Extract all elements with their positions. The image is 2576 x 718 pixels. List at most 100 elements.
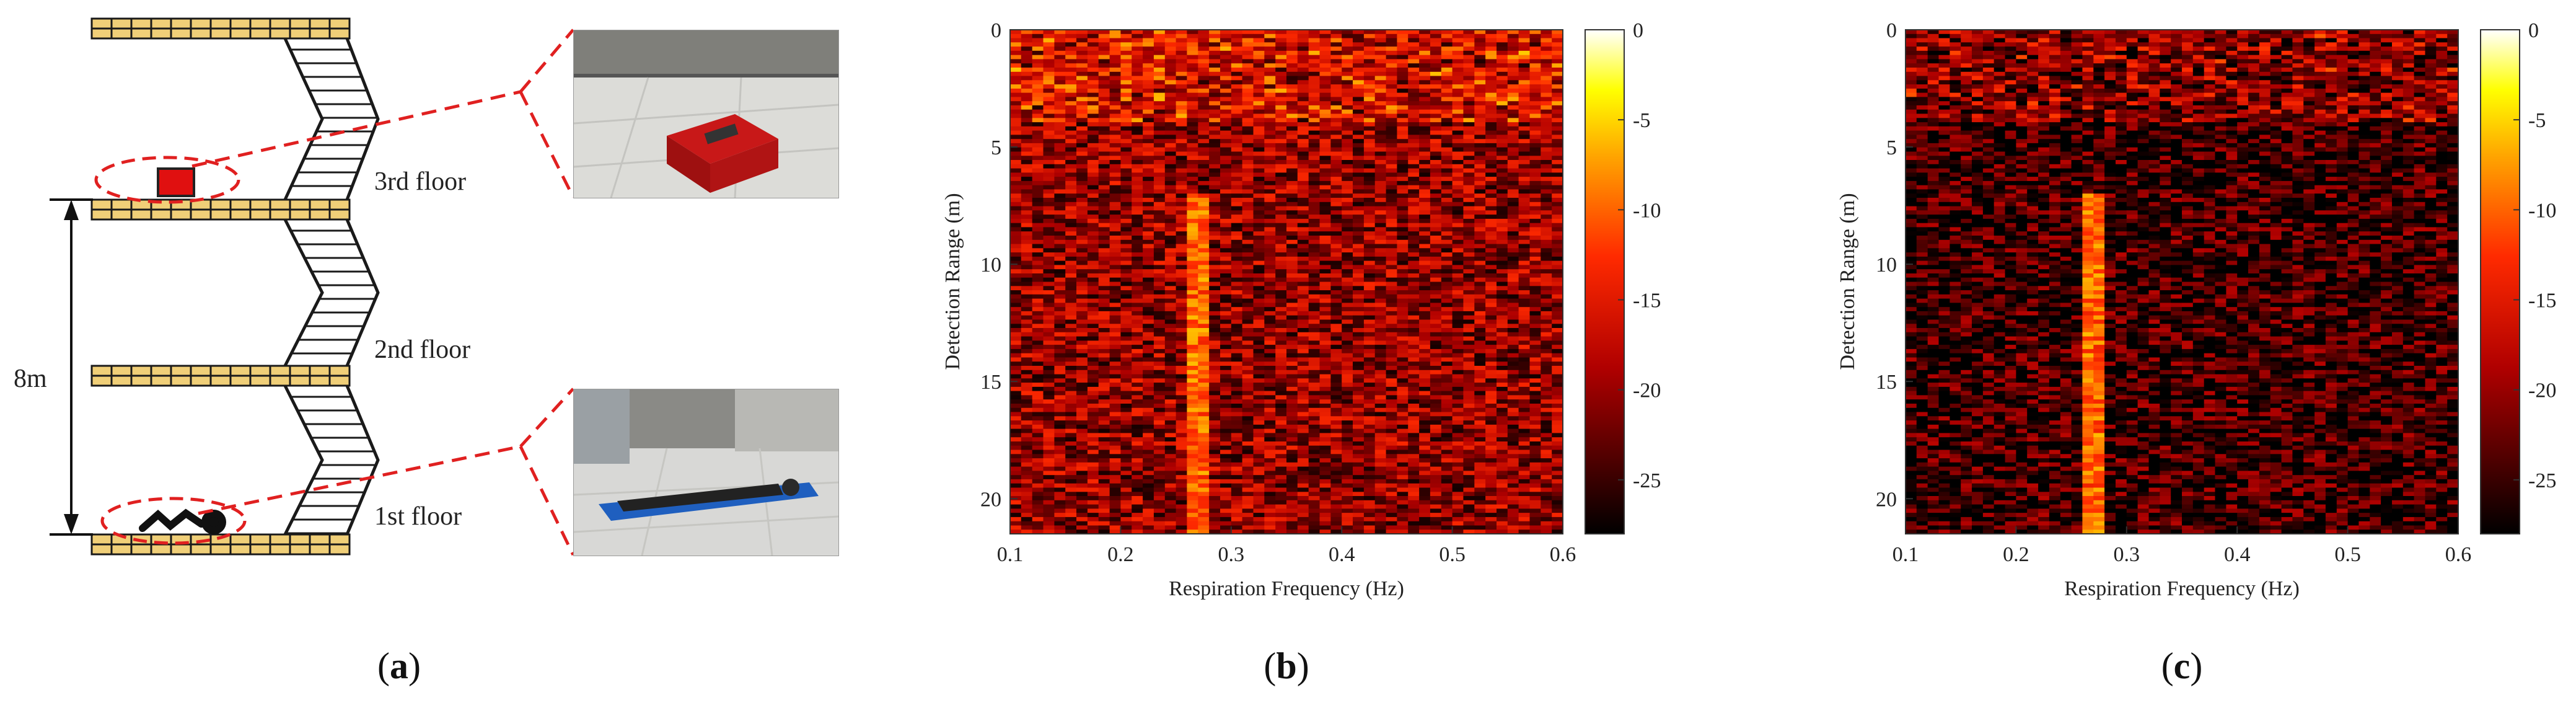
heatmap-cell [1319,88,1331,94]
heatmap-cell [1231,42,1243,47]
heatmap-cell [1541,366,1552,371]
heatmap-cell [1153,55,1166,60]
heatmap-cell [1231,218,1243,224]
heatmap-cell [1043,399,1055,404]
heatmap-cell [1518,361,1530,366]
heatmap-cell [1253,164,1265,169]
heatmap-cell [1297,118,1309,123]
heatmap-cell [1441,76,1453,81]
heatmap-cell [1363,143,1376,148]
heatmap-cell [1187,101,1198,106]
heatmap-cell [1386,50,1397,56]
heatmap-cell [1397,378,1409,383]
heatmap-cell [1143,227,1154,232]
heatmap-cell [1363,126,1376,131]
heatmap-cell [1021,189,1033,194]
heatmap-cell [1353,101,1365,106]
heatmap-cell [1076,210,1088,215]
heatmap-cell [1463,277,1475,283]
heatmap-cell [1308,303,1321,308]
heatmap-cell [1087,109,1099,115]
heatmap-cell [1220,281,1232,286]
heatmap-cell [1275,160,1287,165]
heatmap-cell [1098,248,1110,253]
heatmap-cell [1010,256,1022,262]
heatmap-cell [1430,424,1442,430]
heatmap-cell [1065,223,1077,228]
heatmap-cell [1153,269,1166,274]
heatmap-cell [1330,244,1342,249]
heatmap-cell [1374,307,1387,312]
heatmap-cell [1541,399,1552,404]
heatmap-cell [1374,177,1387,182]
heatmap-cell [1098,198,1110,203]
heatmap-cell [1430,168,1442,173]
heatmap-cell [1441,105,1453,110]
heatmap-cell [1087,80,1099,85]
heatmap-cell [1408,101,1420,106]
heatmap-cell [1065,177,1077,182]
heatmap-cell [1386,395,1397,400]
heatmap-cell [1397,143,1409,148]
heatmap-cell [1408,55,1420,60]
heatmap-cell [1386,428,1397,433]
heatmap-cell [1353,374,1365,379]
heatmap-cell [1507,366,1519,371]
heatmap-cell [1518,227,1530,232]
heatmap-cell [1032,92,1044,97]
heatmap-cell [1231,332,1243,337]
heatmap-cell [1043,218,1055,224]
heatmap-cell [1164,223,1177,228]
heatmap-cell [1330,236,1342,241]
heatmap-cell [1242,30,1254,35]
heatmap-cell [1518,328,1530,333]
heatmap-cell [1529,345,1541,350]
heatmap-cell [1043,281,1055,286]
heatmap-cell [1076,185,1088,190]
heatmap-cell [1342,252,1353,257]
heatmap-cell [1319,357,1331,362]
heatmap-cell [1507,361,1519,366]
heatmap-cell [1308,88,1321,94]
heatmap-cell [1231,47,1243,51]
heatmap-cell [1485,252,1497,257]
heatmap-cell [1308,361,1321,366]
heatmap-cell [1541,63,1552,68]
heatmap-cell [1032,198,1044,203]
heatmap-cell [1043,109,1055,115]
heatmap-cell [1087,239,1099,245]
heatmap-cell [1109,113,1121,118]
heatmap-cell [1253,265,1265,270]
heatmap-cell [1264,391,1276,396]
heatmap-cell [1065,303,1077,308]
heatmap-cell [1474,38,1486,43]
heatmap-cell [1552,404,1563,409]
heatmap-cell [1297,164,1309,169]
heatmap-cell [1132,269,1143,274]
heatmap-cell [1275,340,1287,345]
heatmap-cell [1220,428,1232,433]
heatmap-cell [1187,76,1198,81]
heatmap-cell [1021,71,1033,77]
heatmap-cell [1164,88,1177,94]
heatmap-cell [1032,59,1044,64]
heatmap-cell [1518,109,1530,115]
heatmap-cell [1209,298,1221,303]
heatmap-cell [1497,433,1508,438]
heatmap-cell [1319,139,1331,144]
heatmap-cell [1021,80,1033,85]
heatmap-cell [1419,118,1431,123]
heatmap-cell [1408,202,1420,207]
heatmap-cell [1474,164,1486,169]
heatmap-cell [1497,227,1508,232]
heatmap-cell [1076,252,1088,257]
heatmap-cell [1497,281,1508,286]
heatmap-cell [1485,265,1497,270]
heatmap-cell [1541,386,1552,392]
heatmap-cell [1153,180,1166,186]
heatmap-cell [1297,328,1309,333]
heatmap-cell [1474,391,1486,396]
heatmap-cell [1010,374,1022,379]
heatmap-cell [1198,80,1210,85]
heatmap-cell [1220,135,1232,140]
